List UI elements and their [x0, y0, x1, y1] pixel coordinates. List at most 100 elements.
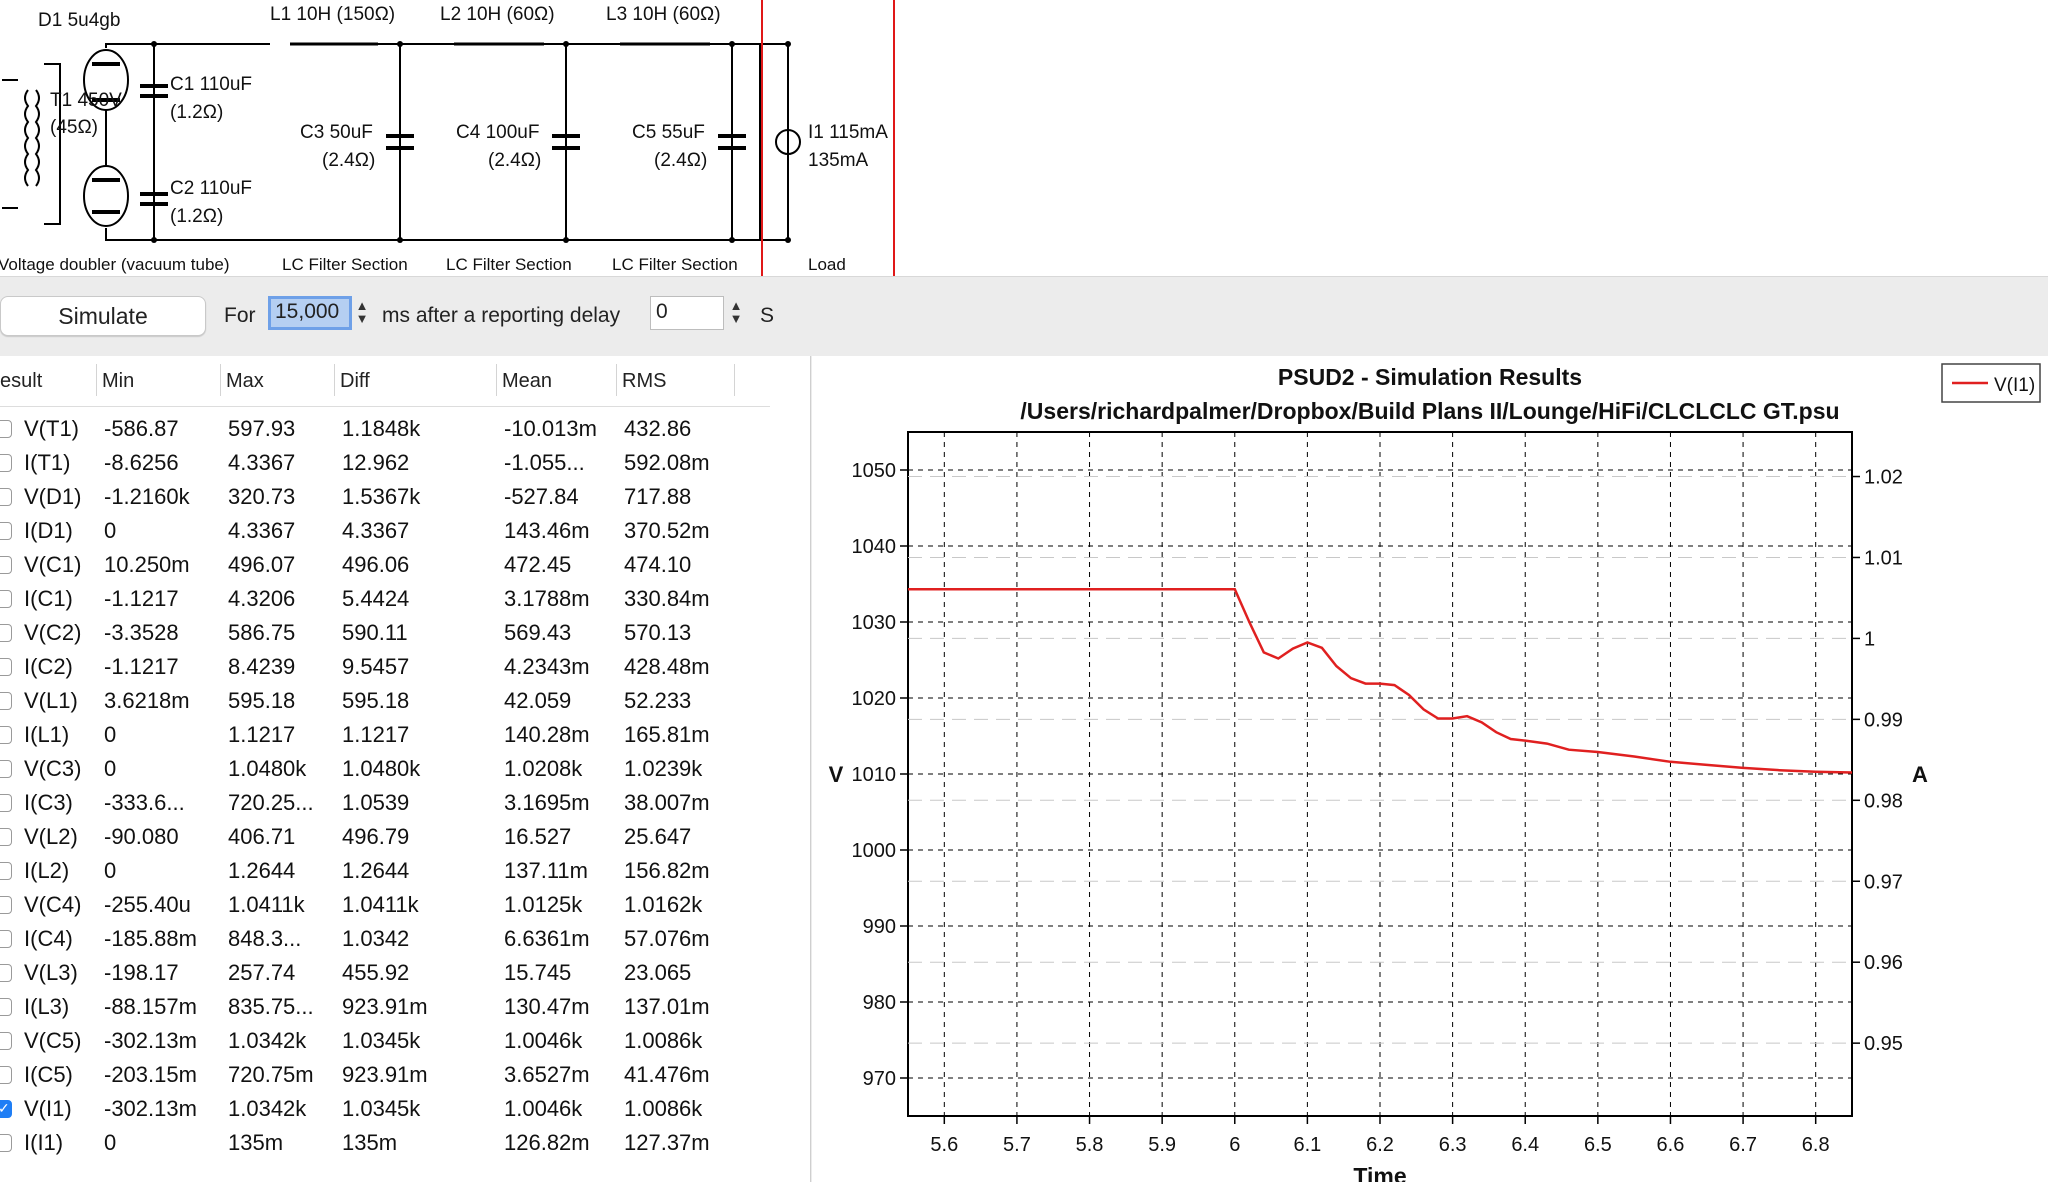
table-row[interactable]: V(C4) -255.40u 1.0411k 1.0411k 1.0125k 1.0162… — [0, 888, 770, 922]
cell-diff: 1.1848k — [342, 416, 421, 441]
table-row[interactable]: V(I1) -302.13m 1.0342k 1.0345k 1.0046k 1.0086… — [0, 1092, 770, 1126]
table-row[interactable]: V(C2) -3.3528 586.75 590.11 569.43 570.13 — [0, 616, 770, 650]
cell-rms: 1.0086k — [624, 1096, 703, 1121]
cell-min: -1.1217 — [104, 586, 179, 611]
header-mean[interactable]: Mean — [502, 370, 553, 392]
cell-rms: 474.10 — [624, 552, 692, 577]
row-checkbox[interactable] — [0, 1032, 12, 1050]
row-checkbox[interactable] — [0, 658, 12, 676]
cell-rms: 428.48m — [624, 654, 710, 679]
chart-subtitle: /Users/richardpalmer/Dropbox/Build Plans… — [1020, 398, 1840, 424]
cell-max: 1.2644 — [228, 858, 296, 883]
row-checkbox[interactable] — [0, 964, 12, 982]
cell-diff: 1.1217 — [342, 722, 410, 747]
table-row[interactable]: V(C5) -302.13m 1.0342k 1.0345k 1.0046k 1.0086… — [0, 1024, 770, 1058]
duration-stepper[interactable]: ▲ ▼ — [352, 294, 372, 330]
table-row[interactable]: I(L1) 0 1.1217 1.1217 140.28m 165.81m — [0, 718, 770, 752]
chevron-up-icon[interactable]: ▲ — [729, 298, 743, 313]
table-row[interactable]: V(D1) -1.2160k 320.73 1.5367k -527.84 717.88 — [0, 480, 770, 514]
table-row[interactable]: I(C3) -333.6... 720.25... 1.0539 3.1695m 38.0… — [0, 786, 770, 820]
table-row[interactable]: V(C3) 0 1.0480k 1.0480k 1.0208k 1.0239k — [0, 752, 770, 786]
table-row[interactable]: V(T1) -586.87 597.93 1.1848k -10.013m 432.86 — [0, 412, 770, 446]
row-checkbox[interactable] — [0, 794, 12, 812]
row-checkbox[interactable] — [0, 862, 12, 880]
row-checkbox[interactable] — [0, 1134, 12, 1152]
cell-name: V(T1) — [24, 416, 79, 441]
delay-stepper[interactable]: ▲ ▼ — [726, 294, 746, 330]
chevron-up-icon[interactable]: ▲ — [355, 298, 369, 313]
table-header: esult Min Max Diff Mean RMS — [0, 356, 770, 407]
cell-min: -203.15m — [104, 1062, 197, 1087]
cell-diff: 595.18 — [342, 688, 410, 713]
results-table[interactable]: esult Min Max Diff Mean RMS V(T1) -586.87… — [0, 356, 811, 1182]
row-checkbox[interactable] — [0, 488, 12, 506]
header-result[interactable]: esult — [0, 370, 43, 392]
chevron-down-icon[interactable]: ▼ — [729, 311, 743, 326]
cell-min: 3.6218m — [104, 688, 190, 713]
header-diff[interactable]: Diff — [340, 370, 370, 392]
table-row[interactable]: I(L2) 0 1.2644 1.2644 137.11m 156.82m — [0, 854, 770, 888]
table-row[interactable]: I(C4) -185.88m 848.3... 1.0342 6.6361m 57.076… — [0, 922, 770, 956]
cell-max: 135m — [228, 1130, 284, 1155]
table-row[interactable]: I(I1) 0 135m 135m 126.82m 127.37m — [0, 1126, 770, 1160]
row-checkbox[interactable] — [0, 624, 12, 642]
row-checkbox[interactable] — [0, 998, 12, 1016]
schematic-label-i1a: I1 115mA — [808, 122, 888, 143]
simulate-button[interactable]: Simulate — [0, 296, 206, 336]
row-checkbox[interactable] — [0, 896, 12, 914]
row-checkbox[interactable] — [0, 930, 12, 948]
cell-name: I(T1) — [24, 450, 71, 475]
schematic-panel[interactable]: D1 5u4gb L1 10H (150Ω) L2 10H (60Ω) L3 10H … — [0, 0, 2048, 276]
chevron-down-icon[interactable]: ▼ — [355, 311, 369, 326]
table-row[interactable]: V(L2) -90.080 406.71 496.79 16.527 25.647 — [0, 820, 770, 854]
cell-mean: 3.1695m — [504, 790, 590, 815]
row-checkbox[interactable] — [0, 726, 12, 744]
row-checkbox[interactable] — [0, 522, 12, 540]
cell-name: I(C4) — [24, 926, 73, 951]
row-checkbox[interactable] — [0, 1100, 12, 1118]
cell-min: -198.17 — [104, 960, 179, 985]
cell-rms: 570.13 — [624, 620, 692, 645]
cell-min: 0 — [104, 756, 117, 781]
cell-min: -333.6... — [104, 790, 185, 815]
row-checkbox[interactable] — [0, 760, 12, 778]
row-checkbox[interactable] — [0, 828, 12, 846]
table-row[interactable]: I(D1) 0 4.3367 4.3367 143.46m 370.52m — [0, 514, 770, 548]
cell-name: I(L2) — [24, 858, 70, 883]
table-row[interactable]: I(C2) -1.1217 8.4239 9.5457 4.2343m 428.48m — [0, 650, 770, 684]
row-checkbox[interactable] — [0, 420, 12, 438]
table-row[interactable]: I(L3) -88.157m 835.75... 923.91m 130.47m 137.… — [0, 990, 770, 1024]
delay-input[interactable]: 0 — [650, 296, 724, 330]
cell-diff: 496.06 — [342, 552, 410, 577]
row-checkbox[interactable] — [0, 556, 12, 574]
cell-diff: 5.4424 — [342, 586, 410, 611]
table-row[interactable]: V(L1) 3.6218m 595.18 595.18 42.059 52.233 — [0, 684, 770, 718]
row-checkbox[interactable] — [0, 692, 12, 710]
table-row[interactable]: I(C1) -1.1217 4.3206 5.4424 3.1788m 330.84m — [0, 582, 770, 616]
cell-name: V(C3) — [24, 756, 82, 781]
schematic-label-c5b: (2.4Ω) — [654, 150, 707, 171]
schematic-diagram[interactable]: D1 5u4gb L1 10H (150Ω) L2 10H (60Ω) L3 10H … — [0, 0, 2048, 276]
table-row[interactable]: V(C1) 10.250m 496.07 496.06 472.45 474.10 — [0, 548, 770, 582]
header-max[interactable]: Max — [226, 370, 264, 392]
table-row[interactable]: I(T1) -8.6256 4.3367 12.962 -1.055... 592.08m — [0, 446, 770, 480]
header-min[interactable]: Min — [102, 370, 135, 392]
row-checkbox[interactable] — [0, 1066, 12, 1084]
schematic-label-c2a: C2 110uF — [170, 178, 252, 199]
duration-input[interactable]: 15,000 — [268, 296, 352, 330]
cell-name: V(D1) — [24, 484, 82, 509]
row-checkbox[interactable] — [0, 590, 12, 608]
cell-mean: 143.46m — [504, 518, 590, 543]
table-row[interactable]: V(L3) -198.17 257.74 455.92 15.745 23.065 — [0, 956, 770, 990]
cell-mean: 1.0046k — [504, 1028, 583, 1053]
table-row[interactable]: I(C5) -203.15m 720.75m 923.91m 3.6527m 41.476… — [0, 1058, 770, 1092]
cell-min: -586.87 — [104, 416, 179, 441]
cell-rms: 25.647 — [624, 824, 692, 849]
cell-mean: 1.0125k — [504, 892, 583, 917]
cell-name: V(C5) — [24, 1028, 82, 1053]
cell-rms: 1.0239k — [624, 756, 703, 781]
cell-max: 320.73 — [228, 484, 296, 509]
cell-min: 0 — [104, 858, 117, 883]
header-rms[interactable]: RMS — [622, 370, 667, 392]
row-checkbox[interactable] — [0, 454, 12, 472]
